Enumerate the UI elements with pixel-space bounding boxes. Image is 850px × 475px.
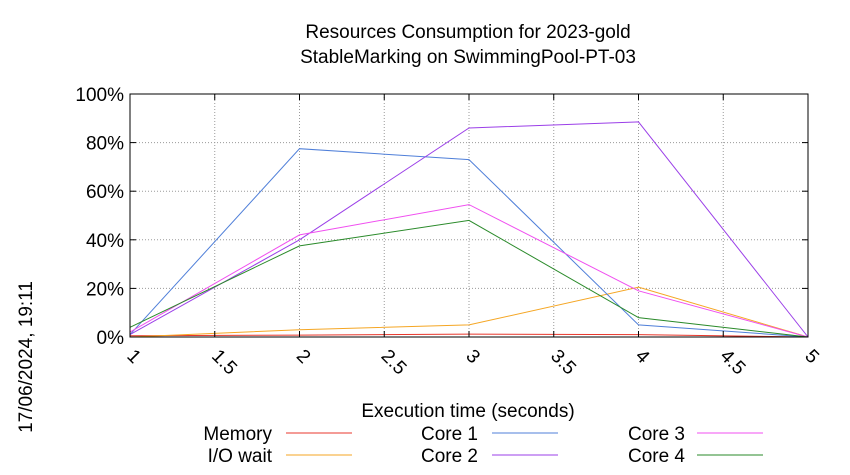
x-tick-label: 4.5 [716, 346, 750, 380]
grid-lines [130, 94, 808, 337]
y-tick-label: 60% [86, 182, 124, 203]
timestamp-label: 17/06/2024, 19:11 [16, 281, 37, 433]
legend-label-i-o-wait: I/O wait [208, 446, 273, 467]
y-tick-label: 20% [86, 279, 124, 300]
legend-label-core-1: Core 1 [421, 424, 478, 445]
x-tick-label: 4 [631, 346, 654, 369]
y-tick-labels: 0% 20% 40% 60% 80% 100% [75, 85, 124, 349]
y-tick-label: 0% [97, 328, 125, 349]
x-tick-label: 5 [800, 346, 822, 368]
legend-label-core-2: Core 2 [421, 446, 478, 467]
y-tick-label: 40% [86, 231, 124, 252]
series-line-core-1 [129, 148, 809, 338]
series-line-core-4 [129, 219, 809, 338]
x-axis-label: Execution time (seconds) [361, 401, 574, 422]
x-tick-label: 2.5 [377, 346, 411, 380]
y-tick-label: 80% [86, 134, 124, 155]
legend-label-memory: Memory [203, 424, 272, 445]
series-line-core-2 [129, 121, 809, 338]
x-tick-label: 1 [122, 346, 144, 368]
legend-label-core-4: Core 4 [628, 446, 685, 467]
x-tick-label: 1.5 [207, 346, 241, 380]
axis-ticks [129, 93, 809, 338]
series-line-i-o-wait [129, 286, 809, 338]
series-line-core-3 [129, 204, 809, 338]
x-tick-labels: 1 1.5 2 2.5 3 3.5 4 4.5 5 [122, 346, 822, 380]
x-tick-label: 3 [461, 346, 483, 368]
y-tick-label: 100% [75, 85, 124, 106]
chart-subtitle: StableMarking on SwimmingPool-PT-03 [300, 47, 636, 68]
chart-title: Resources Consumption for 2023-gold [305, 22, 630, 43]
legend-label-core-3: Core 3 [628, 424, 685, 445]
x-tick-label: 3.5 [546, 346, 580, 380]
x-tick-label: 2 [292, 346, 314, 368]
